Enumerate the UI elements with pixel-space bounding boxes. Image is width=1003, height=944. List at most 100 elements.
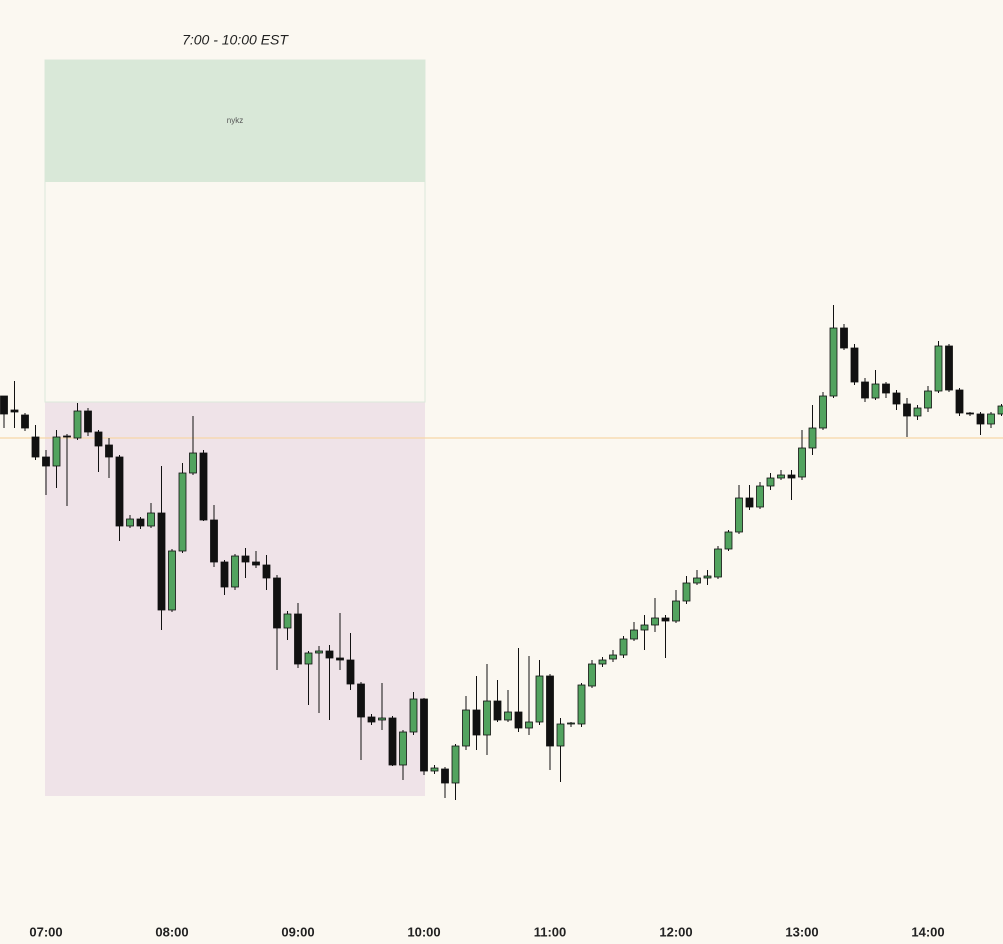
candle-body [42, 456, 50, 467]
candle-body [220, 561, 229, 588]
candle-body [756, 485, 764, 508]
candle-body [378, 717, 386, 721]
candle-body [913, 407, 922, 417]
candle-body [861, 381, 869, 399]
candle-body [367, 716, 376, 723]
candle-body [241, 555, 250, 563]
candle-body [577, 684, 586, 725]
candle-body [399, 731, 407, 766]
candle-body [892, 392, 901, 405]
x-tick-label: 08:00 [155, 924, 188, 939]
x-tick-label: 13:00 [785, 924, 818, 939]
candle-body [609, 654, 617, 660]
candle-body [787, 474, 796, 479]
candle-body [976, 413, 985, 425]
candle-body [598, 659, 607, 665]
candle-body [73, 410, 82, 439]
candle-body [567, 722, 575, 725]
candle-body [777, 474, 785, 479]
candle-body [819, 395, 827, 429]
candle-body [357, 683, 365, 718]
candle-body [346, 659, 355, 685]
x-tick-label: 09:00 [281, 924, 314, 939]
candle-body [462, 709, 470, 747]
candle-body [262, 564, 271, 579]
candle-body [987, 413, 995, 425]
candle-body [283, 613, 292, 629]
candle-body [955, 389, 964, 414]
candle-body [903, 403, 911, 417]
session-title: 7:00 - 10:00 EST [182, 32, 289, 48]
candle-body [52, 436, 61, 467]
session-range [45, 402, 425, 796]
candle-body [441, 768, 449, 784]
candle-body [430, 767, 439, 772]
candle-body [714, 548, 722, 578]
candle-body [273, 577, 281, 629]
candle-body [126, 518, 134, 527]
candle-body [934, 345, 943, 392]
candle-body [514, 711, 523, 729]
candle-body [693, 577, 701, 584]
candle-body [157, 512, 166, 611]
candle-body [315, 650, 323, 654]
candle-body [105, 444, 113, 458]
candle-body [21, 414, 29, 429]
x-tick-label: 14:00 [911, 924, 944, 939]
candle-body [724, 531, 733, 550]
x-tick-label: 11:00 [534, 924, 567, 939]
candle-body [10, 409, 19, 413]
candle-body [745, 497, 754, 508]
candle-body [661, 617, 670, 622]
x-tick-label: 12:00 [659, 924, 692, 939]
candle-body [504, 711, 512, 721]
candle-body [493, 700, 502, 721]
candle-body [882, 383, 890, 394]
candle-body [483, 700, 491, 736]
candle-body [966, 412, 974, 415]
candle-body [682, 582, 691, 602]
session-label: nykz [227, 116, 243, 125]
candle-body [651, 617, 659, 626]
candle-body [630, 629, 638, 640]
candle-body [735, 497, 743, 533]
x-tick-label: 07:00 [29, 924, 62, 939]
candle-body [472, 709, 481, 736]
candle-body [420, 698, 428, 772]
candle-body [199, 452, 208, 521]
session-label-box [45, 60, 425, 182]
candle-body [168, 550, 176, 611]
candle-body [556, 723, 565, 747]
candle-body [997, 405, 1003, 415]
candle-body [535, 675, 544, 723]
candle-body [325, 650, 334, 659]
candle-body [210, 519, 218, 563]
candle-body [546, 675, 554, 747]
candle-body [703, 575, 712, 579]
candle-body [945, 345, 953, 391]
candle-body [525, 721, 533, 729]
candle-body [924, 390, 932, 409]
candle-body [840, 327, 848, 349]
candle-body [808, 427, 817, 449]
candle-body [409, 698, 418, 733]
candle-body [336, 657, 344, 661]
candle-body [94, 431, 103, 447]
candle-body [304, 652, 313, 665]
candle-body [136, 518, 145, 527]
candle-body [63, 435, 71, 438]
candle-body [850, 347, 859, 383]
candle-body [0, 395, 8, 415]
candle-body [829, 327, 838, 397]
candle-body [619, 638, 628, 656]
candle-body [388, 717, 397, 766]
candle-body [588, 663, 596, 687]
candle-body [115, 456, 124, 527]
x-tick-label: 10:00 [407, 924, 440, 939]
candle-body [84, 410, 92, 433]
candle-body [451, 745, 460, 784]
candle-body [147, 512, 155, 527]
candle-body [31, 436, 40, 458]
candle-body [640, 624, 649, 631]
